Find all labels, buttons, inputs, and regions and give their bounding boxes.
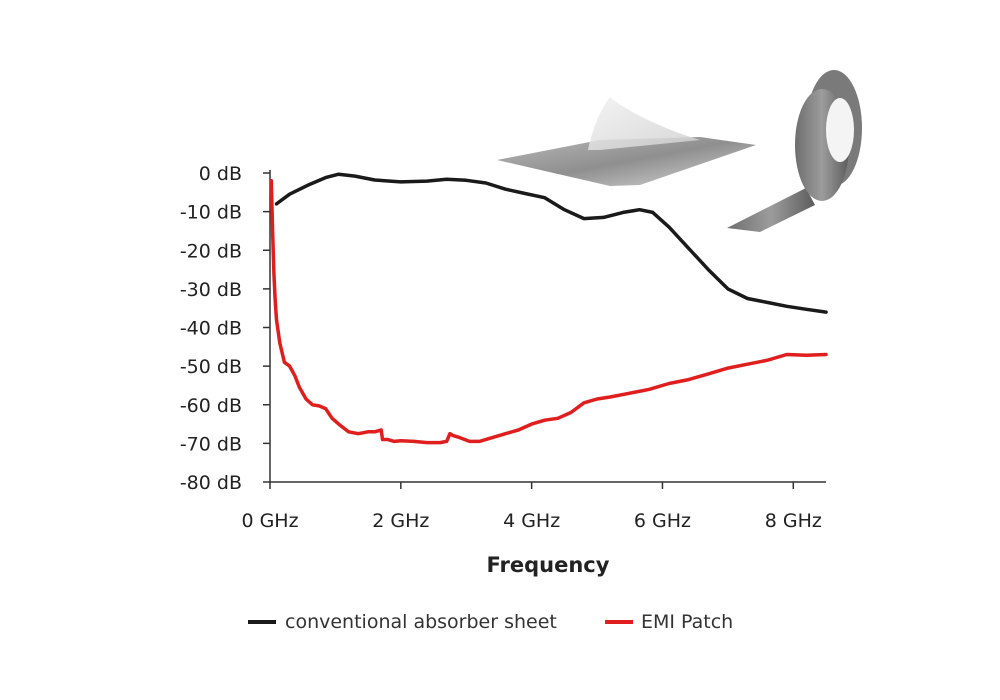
y-tick-label: -50 dB <box>180 356 242 378</box>
y-tick-label: -80 dB <box>180 472 242 494</box>
series-line-conventional-absorber-sheet <box>274 172 828 314</box>
x-tick-label: 4 GHz <box>503 510 560 532</box>
x-tick-label: 6 GHz <box>634 510 691 532</box>
legend-label-emi-patch: EMI Patch <box>641 611 733 633</box>
x-tick-label: 2 GHz <box>372 510 429 532</box>
y-tick-label: 0 dB <box>199 163 242 185</box>
x-tick-label: 8 GHz <box>765 510 822 532</box>
y-tick-label: -60 dB <box>180 395 242 417</box>
series-line-emi-patch <box>269 178 828 445</box>
y-tick-label: -30 dB <box>180 279 242 301</box>
y-tick-label: -10 dB <box>180 202 242 224</box>
y-tick-label: -40 dB <box>180 318 242 340</box>
x-tick-label: 0 GHz <box>241 510 298 532</box>
tape-roll-image <box>727 70 862 232</box>
legend: conventional absorber sheet EMI Patch <box>248 611 733 633</box>
y-tick-label: -70 dB <box>180 433 242 455</box>
legend-label-conventional: conventional absorber sheet <box>285 611 557 633</box>
absorber-sheet-image <box>497 97 756 186</box>
y-tick-label: -20 dB <box>180 240 242 262</box>
x-axis-label: Frequency <box>487 553 610 577</box>
